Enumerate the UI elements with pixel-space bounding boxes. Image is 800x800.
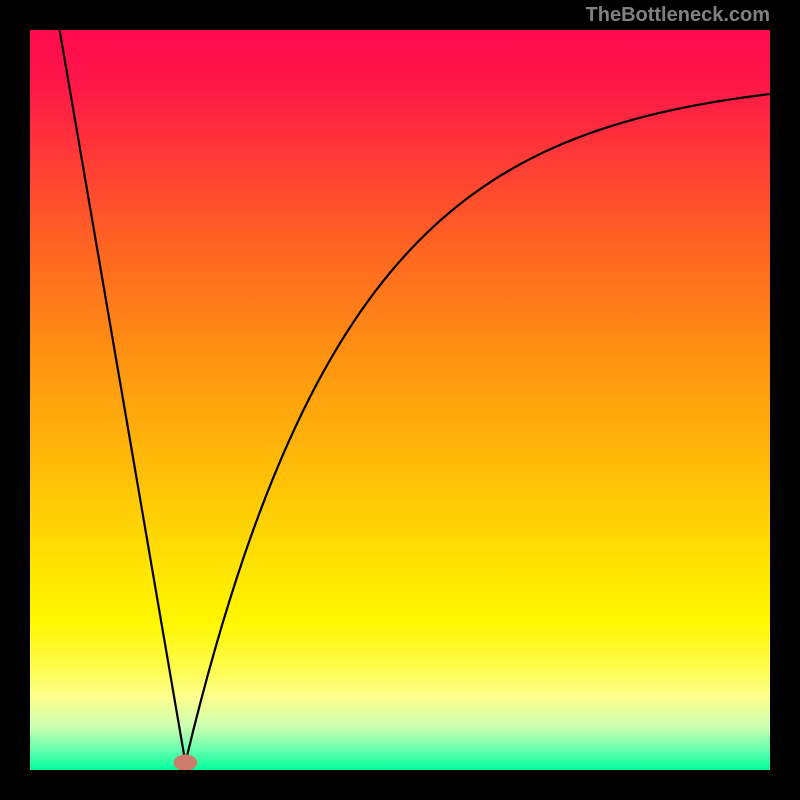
chart-container: TheBottleneck.com [0,0,800,800]
gradient-background [30,30,770,770]
chart-svg [30,30,770,770]
plot-area [30,30,770,770]
watermark-text: TheBottleneck.com [586,4,770,27]
minimum-marker [174,754,198,770]
